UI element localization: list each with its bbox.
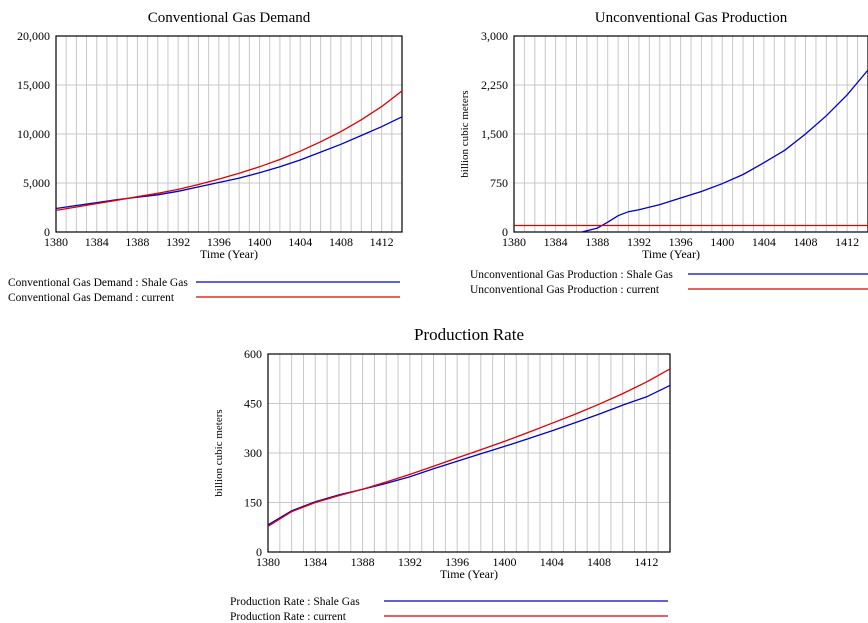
x-tick-label: 1392 [166,235,190,249]
legend-label: Conventional Gas Demand : current [8,292,175,304]
x-tick-label: 1388 [125,235,149,249]
y-tick-label: 150 [244,496,262,510]
x-tick-label: 1380 [502,235,526,249]
legend-label: Unconventional Gas Production : current [470,284,660,296]
x-tick-label: 1392 [398,555,422,569]
x-tick-label: 1408 [587,555,611,569]
x-axis-label: Time (Year) [200,247,258,261]
x-tick-label: 1380 [44,235,68,249]
x-tick-label: 1388 [351,555,375,569]
y-tick-label: 450 [244,397,262,411]
x-tick-label: 1412 [835,235,859,249]
chart-1: Conventional Gas Demand05,00010,00015,00… [8,10,402,304]
chart-title: Unconventional Gas Production [595,10,788,26]
y-tick-label: 10,000 [17,127,50,141]
x-tick-label: 1400 [710,235,734,249]
x-tick-label: 1404 [288,235,312,249]
x-axis-label: Time (Year) [642,247,700,261]
y-tick-label: 5,000 [23,176,50,190]
legend-label: Production Rate : current [230,611,347,623]
x-tick-label: 1408 [329,235,353,249]
legend: Production Rate : Shale Gas Production Ra… [230,596,668,623]
y-axis-label: billion cubic meters [459,90,471,177]
chart-2: Unconventional Gas Production07501,5002,… [459,10,868,296]
x-tick-label: 1384 [544,235,568,249]
chart-title: Conventional Gas Demand [148,10,311,26]
legend: Conventional Gas Demand : Shale Gas Conve… [8,277,400,304]
x-tick-label: 1412 [634,555,658,569]
chart-title: Production Rate [414,325,524,344]
y-tick-label: 300 [244,446,262,460]
x-tick-label: 1388 [585,235,609,249]
legend-label: Conventional Gas Demand : Shale Gas [8,277,188,289]
grid [56,36,402,232]
legend: Unconventional Gas Production : Shale Ga… [470,269,868,296]
x-tick-label: 1408 [794,235,818,249]
grid [268,354,670,552]
legend-label: Production Rate : Shale Gas [230,596,360,608]
x-tick-label: 1404 [752,235,776,249]
y-tick-label: 1,500 [481,127,508,141]
x-tick-label: 1412 [370,235,394,249]
y-axis-label: billion cubic meters [213,409,225,496]
x-tick-label: 1380 [256,555,280,569]
y-tick-label: 20,000 [17,29,50,43]
y-tick-label: 15,000 [17,78,50,92]
y-tick-label: 3,000 [481,29,508,43]
legend-label: Unconventional Gas Production : Shale Ga… [470,269,673,281]
x-axis-label: Time (Year) [440,567,498,581]
grid [514,36,868,232]
y-tick-label: 600 [244,347,262,361]
y-tick-label: 2,250 [481,78,508,92]
x-tick-label: 1384 [85,235,109,249]
x-tick-label: 1404 [540,555,564,569]
y-tick-label: 750 [490,176,508,190]
x-tick-label: 1384 [303,555,327,569]
